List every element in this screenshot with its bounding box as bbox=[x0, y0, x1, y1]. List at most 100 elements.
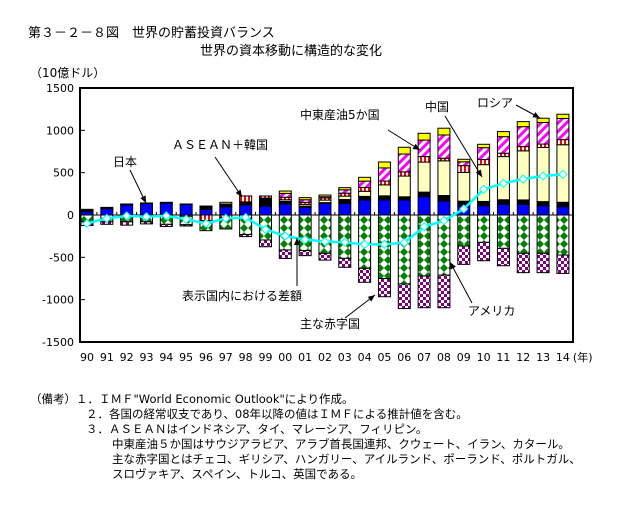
x-tick-label: 90 bbox=[80, 351, 94, 364]
bar-segment-other bbox=[120, 203, 134, 206]
bar-segment-series-5 bbox=[338, 187, 352, 191]
bar-segment-series-6 bbox=[338, 214, 352, 259]
bar-segment-series-6 bbox=[298, 214, 312, 252]
annotation-arrow-icon bbox=[387, 129, 421, 151]
bar-segment-other bbox=[516, 199, 530, 205]
bar-segment-series-0 bbox=[437, 200, 451, 216]
figure-subtitle: 世界の資本移動に構造的な変化 bbox=[200, 44, 383, 59]
bar-segment-series-5 bbox=[516, 121, 530, 128]
bar-segment-series-7 bbox=[258, 239, 272, 248]
x-tick-label: 96 bbox=[199, 351, 213, 364]
notes: （備考）１．ＩＭＦ"World Economic Outlook"により作成。 … bbox=[30, 392, 581, 482]
x-tick-label: 11 bbox=[496, 351, 510, 364]
bar-segment-series-6 bbox=[556, 214, 570, 256]
annotation-arrow-icon bbox=[444, 115, 483, 178]
line-marker bbox=[280, 231, 291, 241]
x-tick-label: 05 bbox=[377, 351, 391, 364]
bar-segment-series-6 bbox=[516, 214, 530, 254]
bar-segment-series-2 bbox=[358, 190, 372, 197]
bar-segment-other bbox=[477, 200, 491, 207]
x-tick-label: 09 bbox=[457, 351, 471, 364]
bar-segment-series-3 bbox=[417, 156, 431, 163]
annotation-arrow-icon bbox=[214, 156, 243, 198]
bar-segment-other bbox=[536, 201, 550, 207]
bar-segment-series-7 bbox=[496, 247, 510, 267]
bar-segment-series-7 bbox=[536, 252, 550, 274]
bar-segment-series-5 bbox=[358, 176, 372, 182]
x-tick-label: 94 bbox=[159, 351, 173, 364]
line-marker bbox=[498, 178, 509, 189]
line-marker bbox=[459, 204, 469, 214]
bar-segment-series-5 bbox=[318, 194, 332, 198]
bar-segment-series-4 bbox=[417, 139, 431, 158]
bar-segment-series-0 bbox=[298, 206, 312, 216]
bar-segment-other bbox=[496, 199, 510, 205]
bar-segment-series-0 bbox=[516, 203, 530, 216]
bar-segment-series-7 bbox=[278, 249, 292, 259]
bar-segment-other bbox=[556, 201, 570, 208]
line-marker bbox=[538, 171, 548, 181]
x-tick-label: 93 bbox=[139, 351, 153, 364]
bar-segment-series-3 bbox=[496, 152, 510, 158]
bar-segment-series-3 bbox=[457, 165, 471, 173]
bar-segment-series-7 bbox=[139, 221, 153, 225]
line-marker bbox=[141, 211, 152, 222]
x-tick-label: 04 bbox=[358, 351, 372, 364]
bar-segment-series-7 bbox=[556, 254, 570, 274]
bar-segment-series-0 bbox=[179, 203, 193, 216]
x-tick-label: 95 bbox=[179, 351, 193, 364]
bar-segment-other bbox=[417, 191, 431, 198]
x-tick-label: 99 bbox=[258, 351, 272, 364]
annotation-label: 中東産油5か国 bbox=[300, 107, 380, 122]
bar-segment-series-7 bbox=[437, 274, 451, 309]
bar-segment-series-5 bbox=[477, 143, 491, 149]
bar-segment-series-3 bbox=[536, 143, 550, 148]
annotation-label: 主な赤字国 bbox=[300, 316, 360, 331]
bar-segment-series-5 bbox=[278, 190, 292, 194]
annotation-label: ＡＳＥＡＮ＋韓国 bbox=[172, 138, 268, 152]
bar-segment-series-3 bbox=[556, 139, 570, 146]
line-marker bbox=[121, 211, 132, 221]
bar-segment-series-7 bbox=[417, 275, 431, 309]
note-line: （備考）１．ＩＭＦ"World Economic Outlook"により作成。 bbox=[30, 392, 354, 406]
x-tick-label: 07 bbox=[417, 351, 431, 364]
annotation-arrow-icon bbox=[515, 104, 541, 119]
bar-segment-series-0 bbox=[417, 196, 431, 216]
bar-segment-series-3 bbox=[397, 171, 411, 177]
bar-segment-series-6 bbox=[457, 214, 471, 247]
bar-segment-series-0 bbox=[258, 205, 272, 216]
bar-segment-series-4 bbox=[437, 134, 451, 159]
annotation-arrow-icon bbox=[129, 169, 147, 204]
bar-segment-series-4 bbox=[278, 192, 292, 198]
bar-segment-series-7 bbox=[318, 252, 332, 261]
x-tick-label: 13 bbox=[536, 351, 550, 364]
y-tick-label: -500 bbox=[49, 251, 74, 264]
bar-segment-series-2 bbox=[219, 201, 233, 205]
x-tick-label: 01 bbox=[298, 351, 312, 364]
x-tick-label: 92 bbox=[120, 351, 134, 364]
bar-segment-series-0 bbox=[318, 202, 332, 216]
bar-segment-series-3 bbox=[239, 195, 253, 203]
y-tick-label: 500 bbox=[53, 167, 74, 180]
bar-segment-series-2 bbox=[417, 161, 431, 193]
bar-segment-other bbox=[258, 197, 272, 207]
line-marker bbox=[320, 236, 330, 247]
bar-segment-series-6 bbox=[477, 214, 491, 243]
bar-segment-series-5 bbox=[536, 117, 550, 123]
bar-segment-series-3 bbox=[258, 195, 272, 199]
x-tick-label: 97 bbox=[219, 351, 233, 364]
bar-segment-series-7 bbox=[239, 233, 253, 238]
note-line: ２．各国の経常収支であり、08年以降の値はＩＭＦによる推計値を含む。 bbox=[86, 407, 468, 421]
bar-segment-series-0 bbox=[338, 202, 352, 216]
bar-segment-other bbox=[100, 206, 114, 210]
line-marker bbox=[82, 218, 92, 229]
x-tick-label: 06 bbox=[397, 351, 411, 364]
y-tick-label: -1500 bbox=[42, 336, 74, 349]
bar-segment-series-0 bbox=[556, 206, 570, 216]
bar-segment-series-3 bbox=[516, 146, 530, 152]
bar-segment-other bbox=[159, 201, 173, 204]
line-marker bbox=[221, 213, 231, 224]
bar-segment-series-2 bbox=[477, 164, 491, 202]
line-marker bbox=[240, 212, 251, 223]
